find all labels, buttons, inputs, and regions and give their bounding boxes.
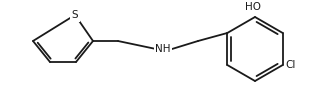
Text: S: S [72,10,78,20]
Text: NH: NH [155,44,171,54]
Text: HO: HO [245,2,261,12]
Text: Cl: Cl [286,60,296,70]
